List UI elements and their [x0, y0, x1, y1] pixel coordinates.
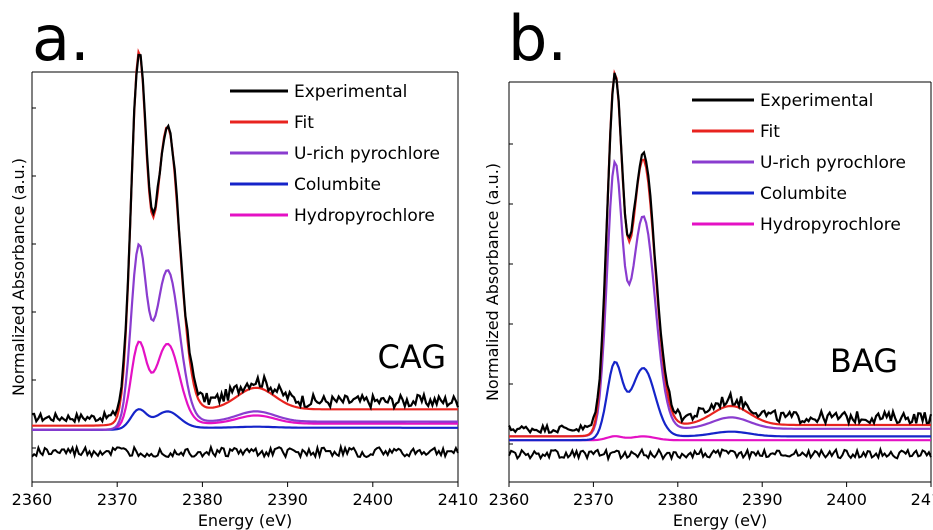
x-tick-label: 2360: [489, 490, 530, 509]
x-axis-label-b: Energy (eV): [673, 511, 767, 530]
legend-b: Experimental Fit U-rich pyrochlore Columbit…: [692, 91, 906, 235]
x-ticks-a: 2360 2370 2380 2390 2400 2410: [12, 482, 479, 509]
legend-label: Hydropyrochlore: [760, 215, 901, 235]
plot-area-a: [31, 48, 460, 460]
sample-label-b: BAG: [830, 342, 898, 380]
legend-label: Hydropyrochlore: [294, 206, 435, 226]
legend-label: Columbite: [760, 184, 847, 204]
x-tick-label: 2400: [352, 490, 393, 509]
legend-label: U-rich pyrochlore: [760, 153, 906, 173]
x-tick-label: 2390: [742, 490, 783, 509]
series-line-experimental: [508, 72, 933, 435]
legend-label: Fit: [294, 113, 314, 133]
series-line-experimental: [31, 53, 460, 424]
x-axis-label-a: Energy (eV): [198, 511, 292, 530]
x-ticks-b: 2360 2370 2380 2390 2400 2410: [489, 482, 933, 509]
y-axis-label-b: Normalized Absorbance (a.u.): [483, 163, 502, 401]
series-line-u-rich-pyrochlore: [32, 242, 458, 431]
series-line-fit: [32, 48, 458, 427]
x-tick-label: 2410: [438, 490, 479, 509]
sample-label-a: CAG: [378, 338, 446, 376]
residual-line: [31, 443, 459, 460]
x-tick-label: 2370: [573, 490, 614, 509]
y-axis-label-a: Normalized Absorbance (a.u.): [9, 158, 28, 396]
series-line-columbite: [509, 360, 931, 442]
x-tick-label: 2410: [911, 490, 933, 509]
x-tick-label: 2370: [97, 490, 138, 509]
residual-line: [508, 446, 932, 463]
legend-label: Columbite: [294, 175, 381, 195]
panel-label-b: b.: [508, 2, 567, 75]
panel-a: a. 2360 2370 2380 2390 2400 2410 Energy (eV) …: [9, 2, 478, 530]
plot-area-b: [508, 69, 933, 463]
series-line-u-rich-pyrochlore: [509, 158, 931, 438]
y-ticks-a: [32, 107, 36, 449]
legend-label: Experimental: [294, 82, 407, 102]
legend-label: Fit: [760, 122, 780, 142]
panel-label-a: a.: [32, 2, 90, 75]
x-tick-label: 2380: [182, 490, 223, 509]
x-tick-label: 2400: [826, 490, 867, 509]
x-tick-label: 2360: [12, 490, 53, 509]
x-tick-label: 2390: [267, 490, 308, 509]
legend-label: U-rich pyrochlore: [294, 144, 440, 164]
legend-label: Experimental: [760, 91, 873, 111]
y-ticks-b: [509, 143, 513, 445]
legend-a: Experimental Fit U-rich pyrochlore Columbit…: [230, 82, 440, 226]
series-line-fit: [509, 69, 931, 438]
x-tick-label: 2380: [657, 490, 698, 509]
